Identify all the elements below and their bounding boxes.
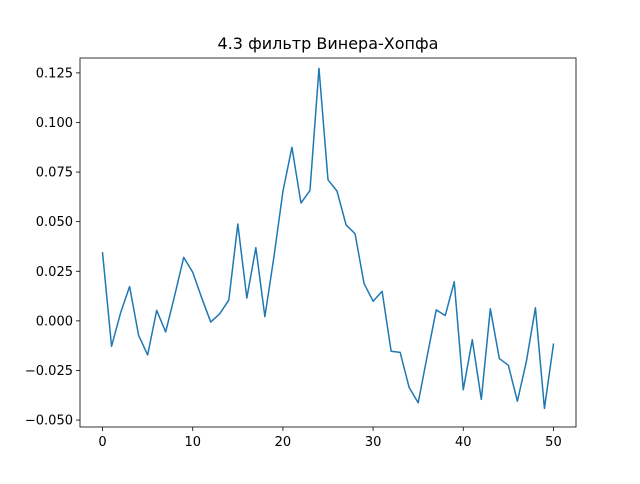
y-tick-label: −0.025 [25,364,73,379]
y-tick-label: 0.000 [36,314,73,329]
y-tick-label: 0.125 [36,66,73,81]
series-line-0 [101,67,555,410]
axes-frame [79,57,577,428]
y-tick-label: 0.075 [36,166,73,181]
x-tick-label: 0 [98,435,106,450]
y-tick-label: 0.100 [36,116,73,131]
y-tick-label: 0.025 [36,265,73,280]
x-tick-label: 40 [455,435,472,450]
y-axis: −0.050 −0.025 0.000 0.025 0.050 0.075 0.100 0.1… [25,66,80,429]
x-tick-label: 30 [365,435,382,450]
y-tick-label: 0.050 [36,215,73,230]
y-tick-label: −0.050 [25,414,73,429]
x-tick-label: 10 [184,435,201,450]
x-tick-label: 20 [275,435,292,450]
x-tick-label: 50 [545,435,562,450]
x-axis: 0 10 20 30 40 50 [98,427,562,450]
plot-area [101,67,555,410]
chart-title: 4.3 фильтр Винера-Хопфа [218,34,439,53]
